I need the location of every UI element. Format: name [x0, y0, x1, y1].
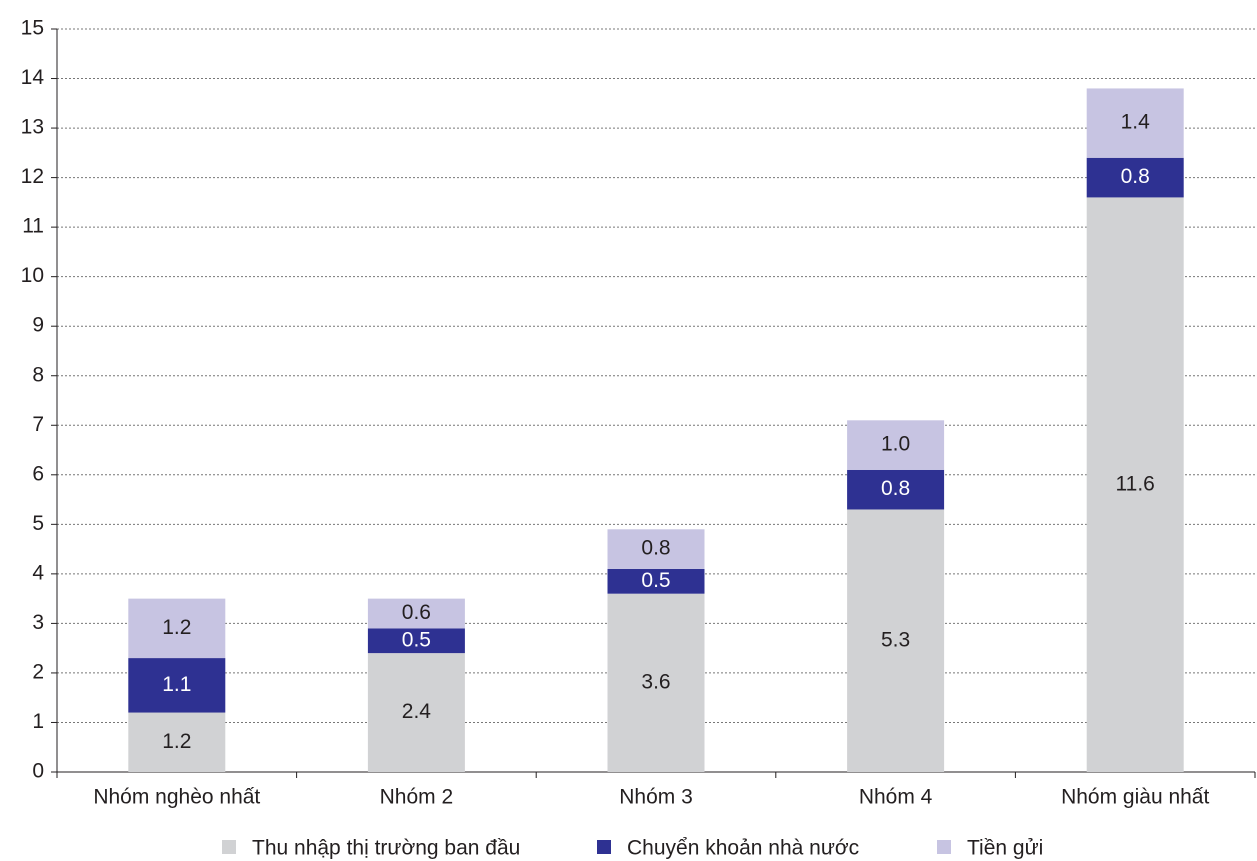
data-label: 3.6: [641, 670, 670, 693]
data-label: 1.0: [881, 433, 910, 456]
y-tick-label: 15: [21, 17, 44, 40]
bar-segment: [607, 529, 705, 569]
x-tick-label: Nhóm 3: [619, 786, 693, 809]
x-tick-label: Nhóm nghèo nhất: [93, 786, 260, 809]
bar-segment: [1086, 197, 1184, 772]
x-tick-label: Nhóm 4: [859, 786, 933, 809]
data-label: 0.8: [1121, 165, 1150, 188]
bar-segment: [847, 420, 945, 470]
y-tick-label: 7: [32, 413, 44, 436]
data-label: 2.4: [402, 700, 432, 723]
bar-segment: [607, 568, 705, 594]
y-tick-label: 0: [32, 760, 44, 783]
data-label: 1.1: [162, 673, 191, 696]
data-label: 11.6: [1116, 472, 1155, 495]
y-tick-label: 4: [32, 561, 44, 584]
data-label: 1.4: [1121, 111, 1151, 134]
y-tick-label: 5: [32, 512, 44, 535]
x-tick-label: Nhóm 2: [380, 786, 454, 809]
bar-segment: [607, 593, 705, 772]
bar-segment: [367, 653, 465, 772]
data-label: 1.2: [162, 730, 191, 753]
y-tick-label: 3: [32, 611, 44, 634]
y-tick-label: 12: [21, 165, 44, 188]
data-label: 0.8: [641, 537, 670, 560]
bar-segment: [367, 598, 465, 629]
data-label: 1.2: [162, 616, 191, 639]
data-label: 5.3: [881, 628, 910, 651]
y-tick-label: 14: [21, 66, 45, 89]
legend-swatch: [937, 840, 951, 854]
data-label: 0.6: [402, 601, 431, 624]
bar-segment: [128, 598, 226, 659]
legend-label: Tiền gửi: [967, 837, 1043, 860]
y-tick-label: 8: [32, 363, 44, 386]
bar-segment: [1086, 88, 1184, 158]
y-tick-label: 9: [32, 314, 44, 337]
bar-segment: [1086, 157, 1184, 198]
data-label: 0.5: [641, 569, 670, 592]
y-tick-label: 6: [32, 462, 44, 485]
bar-segment: [847, 469, 945, 510]
legend-label: Chuyển khoản nhà nước: [627, 837, 859, 860]
y-tick-label: 10: [21, 264, 44, 287]
legend-swatch: [597, 840, 611, 854]
data-label: 0.5: [402, 628, 431, 651]
legend-label: Thu nhập thị trường ban đầu: [252, 837, 520, 860]
bar-segment: [128, 658, 226, 713]
y-tick-label: 13: [21, 116, 44, 139]
data-label: 0.8: [881, 477, 910, 500]
legend-swatch: [222, 840, 236, 854]
y-tick-label: 11: [22, 215, 44, 238]
bar-segment: [128, 712, 226, 772]
y-tick-label: 2: [32, 660, 44, 683]
bar-segment: [847, 509, 945, 772]
bar-segment: [367, 628, 465, 654]
y-tick-label: 1: [32, 710, 44, 733]
x-tick-label: Nhóm giàu nhất: [1061, 786, 1209, 809]
